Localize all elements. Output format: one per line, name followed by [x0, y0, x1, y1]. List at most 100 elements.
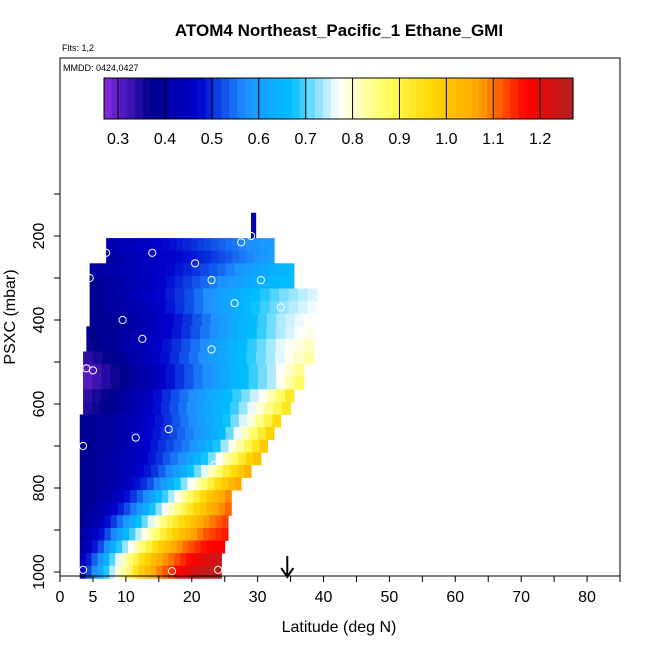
heatmap-cell: [199, 502, 207, 516]
x-tick-label: 5: [88, 589, 97, 606]
heatmap-cell: [201, 427, 210, 441]
heatmap-cell: [140, 351, 151, 365]
heatmap-cell: [170, 452, 179, 466]
heatmap-cell: [201, 313, 212, 327]
heatmap-cell: [87, 439, 96, 453]
heatmap-cell: [108, 464, 116, 478]
heatmap-cell: [153, 527, 161, 541]
heatmap-cell: [221, 527, 229, 541]
heatmap-cell: [103, 540, 111, 554]
heatmap-cell: [105, 326, 116, 340]
heatmap-cell: [125, 452, 134, 466]
heatmap-cell: [133, 338, 144, 352]
heatmap-cell: [228, 439, 237, 453]
heatmap-cell: [253, 238, 261, 252]
heatmap-cell: [148, 238, 156, 252]
heatmap-cell: [115, 565, 122, 579]
heatmap-cell: [239, 376, 250, 390]
heatmap-cell: [275, 338, 286, 352]
heatmap-cell: [304, 351, 315, 365]
heatmap-cell: [105, 338, 116, 352]
heatmap-cell: [272, 414, 282, 428]
sample-points: [78, 231, 285, 576]
heatmap-cell: [208, 452, 217, 466]
sample-point: [246, 231, 256, 241]
heatmap-cell: [126, 389, 137, 403]
heatmap-cell: [156, 376, 167, 390]
heatmap-cell: [99, 477, 108, 491]
heatmap-cell: [200, 452, 209, 466]
arrow-head: [280, 567, 295, 579]
heatmap-cell: [162, 326, 173, 340]
heatmap-cell: [255, 414, 265, 428]
heatmap-cell: [117, 401, 127, 415]
colorbar-segment: [150, 78, 160, 119]
heatmap-cell: [113, 477, 121, 491]
heatmap-cell: [144, 553, 152, 567]
heatmap-cell: [143, 338, 154, 352]
heatmap-cell: [193, 464, 202, 478]
heatmap-cell: [106, 477, 114, 491]
heatmap-cell: [136, 490, 144, 504]
heatmap-cell: [209, 515, 217, 529]
heatmap-cell: [124, 326, 135, 340]
heatmap-cell: [222, 464, 231, 478]
heatmap-cell: [183, 275, 193, 289]
heatmap-cell: [146, 540, 153, 554]
heatmap-cell: [158, 540, 165, 554]
heatmap-cell: [95, 427, 105, 441]
dates-label: MMDD: 0424,0427: [63, 63, 139, 73]
heatmap-cell: [137, 301, 147, 315]
heatmap-cell: [86, 477, 94, 491]
heatmap-cell: [174, 502, 182, 516]
heatmap-cell: [150, 565, 157, 579]
colorbar-segment: [104, 78, 113, 119]
latitude-arrow: [280, 556, 295, 579]
heatmap-cell: [141, 527, 149, 541]
heatmap-cell: [114, 326, 125, 340]
heatmap-cell: [85, 527, 93, 541]
heatmap-cell: [118, 301, 129, 315]
heatmap-cell: [209, 338, 220, 352]
heatmap-cell: [246, 351, 257, 365]
heatmap-cell: [162, 338, 173, 352]
heatmap-cell: [249, 427, 259, 441]
heatmap-cell: [142, 490, 150, 504]
heatmap-cell: [128, 427, 137, 441]
heatmap-cell: [259, 263, 269, 277]
heatmap-cell: [260, 301, 271, 315]
heatmap-cell: [183, 250, 191, 264]
colorbar-segment: [166, 78, 175, 119]
x-tick-label: 20: [183, 589, 201, 606]
colorbar-segment: [197, 78, 207, 119]
heatmap-cell: [136, 313, 147, 327]
heatmap-cell: [191, 275, 201, 289]
heatmap-cell: [110, 364, 121, 378]
heatmap-cell: [162, 238, 170, 252]
heatmap-cell: [267, 389, 277, 403]
sample-point: [214, 565, 223, 575]
heatmap-cell: [232, 389, 242, 403]
heatmap-cell: [162, 250, 170, 264]
heatmap-cell: [304, 313, 315, 327]
heatmap-cell: [134, 238, 142, 252]
heatmap-cell: [190, 250, 198, 264]
heatmap-cell: [238, 414, 248, 428]
heatmap-cell: [169, 250, 177, 264]
heatmap-cell: [200, 263, 210, 277]
heatmap-cell: [120, 250, 128, 264]
heatmap-cell: [85, 553, 93, 567]
heatmap-cell: [144, 427, 154, 441]
heatmap-cell: [79, 464, 88, 478]
heatmap-cell: [138, 376, 148, 390]
heatmap-cell: [153, 477, 161, 491]
heatmap-cell: [115, 553, 122, 567]
heatmap-cell: [123, 502, 131, 516]
heatmap-cell: [123, 527, 130, 541]
heatmap-cell: [209, 326, 220, 340]
heatmap-cell: [178, 515, 186, 529]
heatmap-cell: [181, 338, 192, 352]
heatmap-cell: [225, 427, 235, 441]
heatmap-cell: [225, 263, 235, 277]
heatmap-cell: [223, 452, 232, 466]
